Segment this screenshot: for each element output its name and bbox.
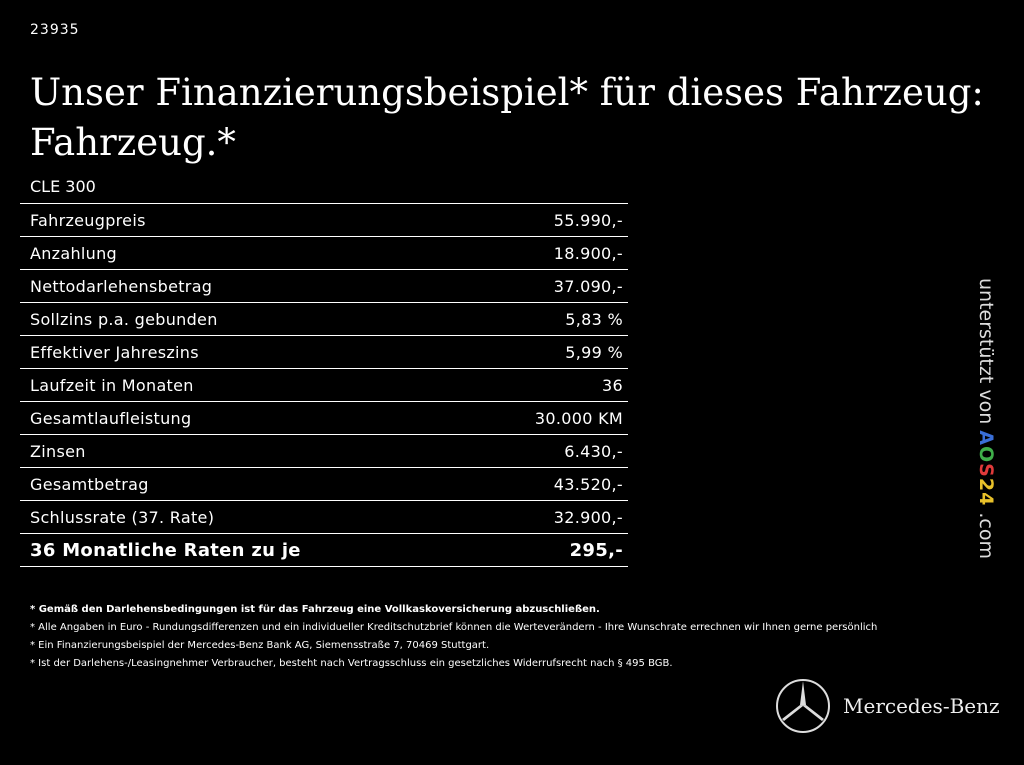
table-row: Schlussrate (37. Rate) 32.900,- [20, 500, 628, 534]
row-value: 32.900,- [468, 500, 628, 534]
row-value: 295,- [468, 533, 628, 567]
row-value: 18.900,- [468, 236, 628, 270]
page-title: Unser Finanzierungsbeispiel* für dieses … [30, 71, 984, 164]
row-label: Nettodarlehensbetrag [20, 269, 469, 303]
row-label: Sollzins p.a. gebunden [20, 302, 469, 336]
table-row: Anzahlung 18.900,- [20, 236, 628, 270]
row-label: Gesamtbetrag [20, 467, 469, 501]
row-label: Fahrzeugpreis [20, 203, 469, 237]
table-row: Gesamtlaufleistung 30.000 KM [20, 401, 628, 435]
row-label: 36 Monatliche Raten zu je [20, 533, 469, 567]
table-row: Gesamtbetrag 43.520,- [20, 467, 628, 501]
row-value: 5,83 % [468, 302, 628, 336]
table-row: 36 Monatliche Raten zu je 295,- [20, 533, 628, 567]
row-value: 6.430,- [468, 434, 628, 468]
row-label: Schlussrate (37. Rate) [20, 500, 469, 534]
brand-letter: O [975, 446, 997, 464]
row-label: Gesamtlaufleistung [20, 401, 469, 435]
row-label: Zinsen [20, 434, 469, 468]
row-value: 30.000 KM [468, 401, 628, 435]
row-value: 37.090,- [468, 269, 628, 303]
aos24-logo: AOS24 [975, 430, 997, 506]
brand-letter: S [975, 463, 997, 478]
row-value: 55.990,- [468, 203, 628, 237]
footnotes: * Gemäß den Darlehensbedingungen ist für… [30, 601, 877, 673]
row-label: Anzahlung [20, 236, 469, 270]
sponsor-prefix: unterstützt von [975, 278, 997, 431]
brand-letter: 4 [975, 492, 997, 507]
model-name: CLE 300 [30, 177, 96, 196]
row-value: 5,99 % [468, 335, 628, 369]
footnote: * Ist der Darlehens-/Leasingnehmer Verbr… [30, 658, 673, 669]
mercedes-star-icon [776, 679, 830, 733]
table-row: Fahrzeugpreis 55.990,- [20, 203, 628, 237]
offer-code: 23935 [30, 22, 80, 38]
footnote: * Alle Angaben in Euro - Rundungsdiffere… [30, 622, 878, 633]
footnote: * Gemäß den Darlehensbedingungen ist für… [30, 604, 600, 615]
footnote: * Ein Finanzierungsbeispiel der Mercedes… [30, 640, 490, 651]
table-row: Sollzins p.a. gebunden 5,83 % [20, 302, 628, 336]
row-label: Laufzeit in Monaten [20, 368, 469, 402]
row-value: 36 [468, 368, 628, 402]
finance-table: Fahrzeugpreis 55.990,- Anzahlung 18.900,- Ne… [20, 203, 628, 567]
row-label: Effektiver Jahreszins [20, 335, 469, 369]
brand-letter: A [975, 430, 997, 447]
table-row: Zinsen 6.430,- [20, 434, 628, 468]
brand-letter: 2 [975, 477, 997, 493]
table-row: Laufzeit in Monaten 36 [20, 368, 628, 402]
mercedes-benz-logo: Mercedes-Benz [775, 678, 1000, 734]
table-row: Effektiver Jahreszins 5,99 % [20, 335, 628, 369]
table-row: Nettodarlehensbetrag 37.090,- [20, 269, 628, 303]
sponsor-suffix: .com [975, 506, 997, 559]
brand-name: Mercedes-Benz [843, 694, 1000, 718]
sponsor-text: unterstützt von AOS24 .com [975, 278, 997, 559]
row-value: 43.520,- [468, 467, 628, 501]
